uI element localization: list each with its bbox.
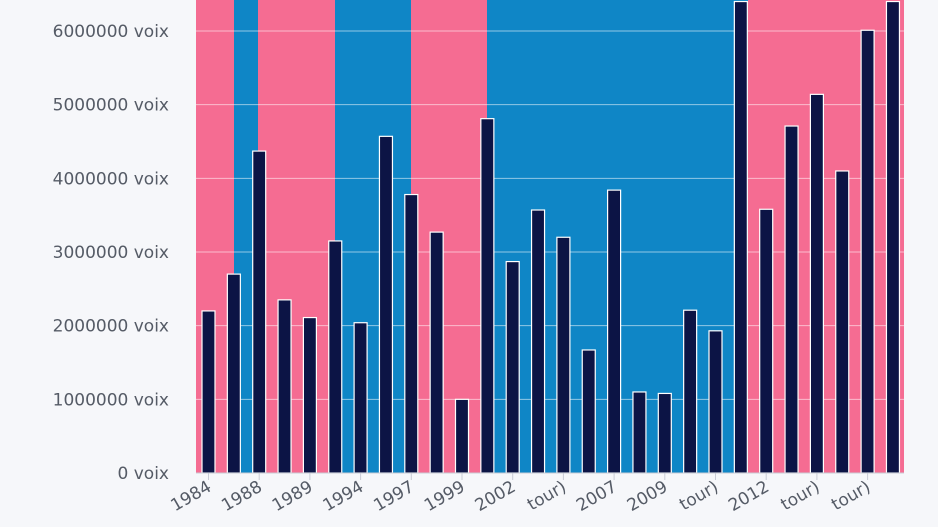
bar[interactable] (404, 193, 419, 474)
period-band-gauche (258, 0, 335, 473)
bar[interactable] (606, 189, 622, 474)
bar[interactable] (302, 316, 317, 474)
bar[interactable] (733, 0, 748, 474)
y-tick-label: 6000000 voix (53, 22, 169, 42)
y-tick-label: 0 voix (118, 464, 169, 484)
period-band-gauche (411, 0, 487, 473)
x-tick-label: 1989 (269, 477, 316, 516)
bar[interactable] (784, 125, 799, 474)
bar[interactable] (505, 260, 520, 474)
x-tick-label: 1988 (218, 477, 265, 516)
bars (201, 0, 901, 474)
x-tick-label: 2002 (472, 477, 519, 516)
bar[interactable] (581, 349, 596, 474)
bar[interactable] (328, 240, 343, 474)
bar[interactable] (809, 93, 825, 474)
period-band-droite (335, 0, 411, 473)
bar[interactable] (632, 391, 647, 474)
y-tick-label: 5000000 voix (53, 96, 169, 116)
bar[interactable] (657, 392, 672, 474)
bar[interactable] (885, 0, 901, 474)
x-tick-label: tour) (676, 477, 722, 515)
bar[interactable] (378, 135, 394, 474)
period-band-gauche (748, 0, 904, 473)
bar[interactable] (252, 150, 267, 474)
x-tick-label: tour) (828, 477, 874, 515)
bar[interactable] (759, 208, 774, 474)
bar[interactable] (556, 236, 571, 474)
x-tick-label: 1994 (320, 477, 367, 516)
y-tick-label: 1000000 voix (53, 390, 169, 410)
x-tick-label: 1999 (421, 477, 468, 516)
bar[interactable] (226, 273, 241, 474)
y-tick-label: 2000000 voix (53, 317, 169, 337)
x-tick-label: tour) (524, 477, 570, 515)
x-tick-label: 2007 (573, 477, 620, 516)
bar[interactable] (277, 299, 292, 474)
y-tick-label: 3000000 voix (53, 243, 169, 263)
bar[interactable] (454, 398, 470, 474)
x-tick-label: 1997 (370, 477, 417, 516)
bar[interactable] (429, 231, 444, 474)
bar[interactable] (353, 322, 368, 474)
bar[interactable] (201, 310, 216, 474)
x-tick-label: 2012 (725, 477, 772, 516)
x-tick-label: 1984 (168, 477, 215, 516)
y-tick-label: 4000000 voix (53, 169, 169, 189)
bar[interactable] (708, 330, 723, 474)
bar[interactable] (530, 209, 546, 474)
x-tick-label: tour) (777, 477, 823, 515)
bar[interactable] (683, 309, 698, 474)
bar[interactable] (480, 118, 495, 474)
x-tick-label: 2009 (624, 477, 671, 516)
x-axis-tick-labels: 1984 1988 1989 1994 1997 1999 2002 tour) 2007 200… (168, 473, 874, 516)
bar[interactable] (835, 170, 850, 474)
y-axis-tick-labels: 0 voix 1000000 voix 2000000 voix 3000000 vo… (53, 22, 169, 484)
bar[interactable] (860, 29, 875, 474)
